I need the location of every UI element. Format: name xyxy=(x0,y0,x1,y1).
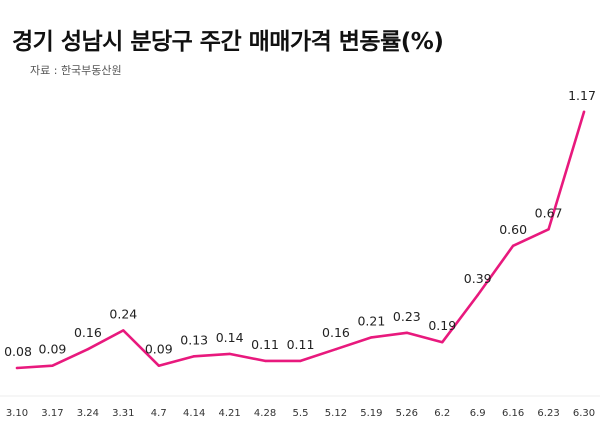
x-tick-label: 6.16 xyxy=(502,408,524,419)
data-label: 0.16 xyxy=(322,325,350,340)
chart-source: 자료 : 한국부동산원 xyxy=(30,64,122,77)
x-tick-label: 5.12 xyxy=(325,408,347,419)
x-tick-label: 6.9 xyxy=(470,408,486,419)
data-point xyxy=(299,359,302,363)
data-point xyxy=(582,110,586,114)
data-label: 0.67 xyxy=(535,205,563,220)
data-point xyxy=(157,364,160,367)
data-point xyxy=(441,340,444,344)
x-tick-label: 5.5 xyxy=(293,408,309,419)
chart-title: 경기 성남시 분당구 주간 매매가격 변동률(%) xyxy=(12,29,444,55)
x-tick-label: 4.7 xyxy=(151,408,167,419)
data-label: 0.08 xyxy=(4,344,32,359)
x-tick-label: 3.17 xyxy=(41,408,63,419)
data-label: 0.23 xyxy=(393,309,421,324)
data-point xyxy=(51,364,54,367)
data-point xyxy=(122,329,125,332)
data-point xyxy=(511,244,515,247)
data-label: 0.60 xyxy=(499,222,527,237)
data-label: 0.21 xyxy=(357,313,385,328)
data-label: 0.24 xyxy=(109,306,137,321)
x-tick-label: 6.23 xyxy=(537,408,559,419)
data-label: 0.13 xyxy=(180,332,208,347)
x-tick-label: 4.14 xyxy=(183,408,205,419)
data-label: 1.17 xyxy=(568,88,596,103)
data-label: 0.19 xyxy=(428,318,456,333)
data-point xyxy=(370,336,373,339)
x-tick-label: 3.24 xyxy=(77,408,99,419)
data-label: 0.09 xyxy=(145,342,173,357)
x-tick-label: 4.21 xyxy=(218,408,240,419)
series-line xyxy=(15,110,586,370)
x-tick-label: 5.26 xyxy=(396,408,418,419)
data-label-group: 0.08 0.09 0.16 0.24 0.09 0.13 0.14 0.11 0.11 0.16… xyxy=(4,88,596,359)
data-point xyxy=(405,331,409,334)
x-tick-label: 6.2 xyxy=(434,408,450,419)
data-point xyxy=(476,293,479,297)
data-point xyxy=(547,228,550,231)
data-point xyxy=(192,355,196,358)
x-tick-label: 3.10 xyxy=(6,408,28,419)
data-label: 0.16 xyxy=(74,325,102,340)
data-point xyxy=(263,359,267,363)
x-tick-label: 3.31 xyxy=(112,408,134,419)
data-label: 0.11 xyxy=(251,337,279,352)
x-tick-label: 4.28 xyxy=(254,408,276,419)
data-label: 0.11 xyxy=(287,337,315,352)
data-point xyxy=(334,348,338,351)
data-label: 0.14 xyxy=(216,330,244,345)
series-group xyxy=(15,110,586,370)
data-label: 0.39 xyxy=(464,271,492,286)
x-tick-label: 5.19 xyxy=(360,408,382,419)
data-label: 0.09 xyxy=(39,342,67,357)
data-point xyxy=(15,366,19,370)
x-tick-label: 6.30 xyxy=(573,408,595,419)
data-point xyxy=(86,348,90,351)
x-tick-group: 3.10 3.17 3.24 3.31 4.7 4.14 4.21 4.28 5.5 5.12 5.… xyxy=(6,408,595,419)
data-point xyxy=(228,352,231,356)
